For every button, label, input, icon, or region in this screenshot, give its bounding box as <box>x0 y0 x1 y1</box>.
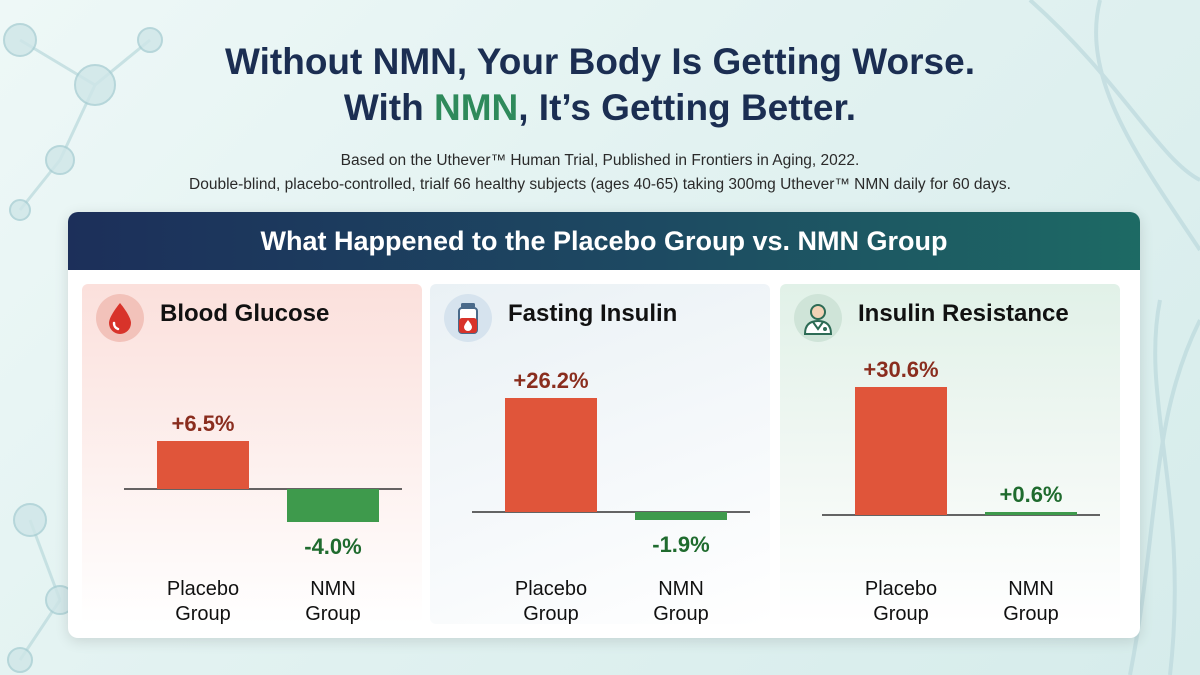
placebo-bar <box>855 387 947 515</box>
panel-title-insulin-resistance: Insulin Resistance <box>858 300 1069 327</box>
nmn-value-label: -1.9% <box>652 532 709 557</box>
placebo-group-label: Group <box>523 603 579 624</box>
nmn-bar <box>635 512 727 520</box>
nmn-group-label: NMN <box>310 578 356 600</box>
placebo-bar <box>505 398 597 512</box>
insulin-vial-icon <box>444 294 492 342</box>
subtitle-line-1: Based on the Uthever™ Human Trial, Publi… <box>340 152 860 169</box>
nmn-group-label: Group <box>653 603 709 624</box>
chart-insulin-resistance: +30.6% Placebo Group +0.6% NMN Group <box>822 357 1100 624</box>
placebo-value-label: +6.5% <box>172 411 235 436</box>
blood-drop-icon <box>96 294 144 342</box>
chart-fasting-insulin: +26.2% Placebo Group -1.9% NMN Group <box>472 368 750 624</box>
panel-title-fasting-insulin: Fasting Insulin <box>508 300 678 327</box>
headline-line-2: With NMN, It’s Getting Better. <box>0 86 1200 130</box>
doctor-icon <box>794 294 842 342</box>
placebo-group-label: Group <box>873 603 929 624</box>
headline-line-2-prefix: With <box>343 87 434 128</box>
headline-accent-nmn: NMN <box>433 87 519 128</box>
nmn-group-label: Group <box>1003 603 1059 624</box>
nmn-value-label: -4.0% <box>304 534 361 559</box>
nmn-group-label: NMN <box>658 578 704 600</box>
nmn-group-label: Group <box>305 603 361 624</box>
placebo-group-label: Group <box>175 603 231 624</box>
placebo-group-label: Placebo <box>865 578 937 600</box>
placebo-value-label: +30.6% <box>863 357 938 382</box>
panel-fasting-insulin: +26.2% Placebo Group -1.9% NMN Group Fasting … <box>430 284 770 624</box>
comparison-card: What Happened to the Placebo Group vs. N… <box>68 212 1140 638</box>
headline-line-2-suffix: , It’s Getting Better. <box>518 87 857 128</box>
subtitle-line-2: Double-blind, placebo-controlled, trialf… <box>189 176 1011 193</box>
chart-blood-glucose: +6.5% Placebo Group -4.0% NMN Group <box>124 411 402 624</box>
panel-title-blood-glucose: Blood Glucose <box>160 300 330 327</box>
nmn-group-label: NMN <box>1008 578 1054 600</box>
nmn-value-label: +0.6% <box>1000 482 1063 507</box>
comparison-banner: What Happened to the Placebo Group vs. N… <box>68 212 1140 270</box>
nmn-bar <box>287 489 379 522</box>
placebo-group-label: Placebo <box>167 578 239 600</box>
panel-blood-glucose: +6.5% Placebo Group -4.0% NMN Group Blood Glu… <box>82 284 422 624</box>
placebo-group-label: Placebo <box>515 578 587 600</box>
headline-line-1: Without NMN, Your Body Is Getting Worse. <box>225 41 975 82</box>
placebo-bar <box>157 441 249 489</box>
nmn-bar <box>985 512 1077 515</box>
panel-insulin-resistance: +30.6% Placebo Group +0.6% NMN Group Insulin … <box>780 284 1120 624</box>
placebo-value-label: +26.2% <box>513 368 588 393</box>
